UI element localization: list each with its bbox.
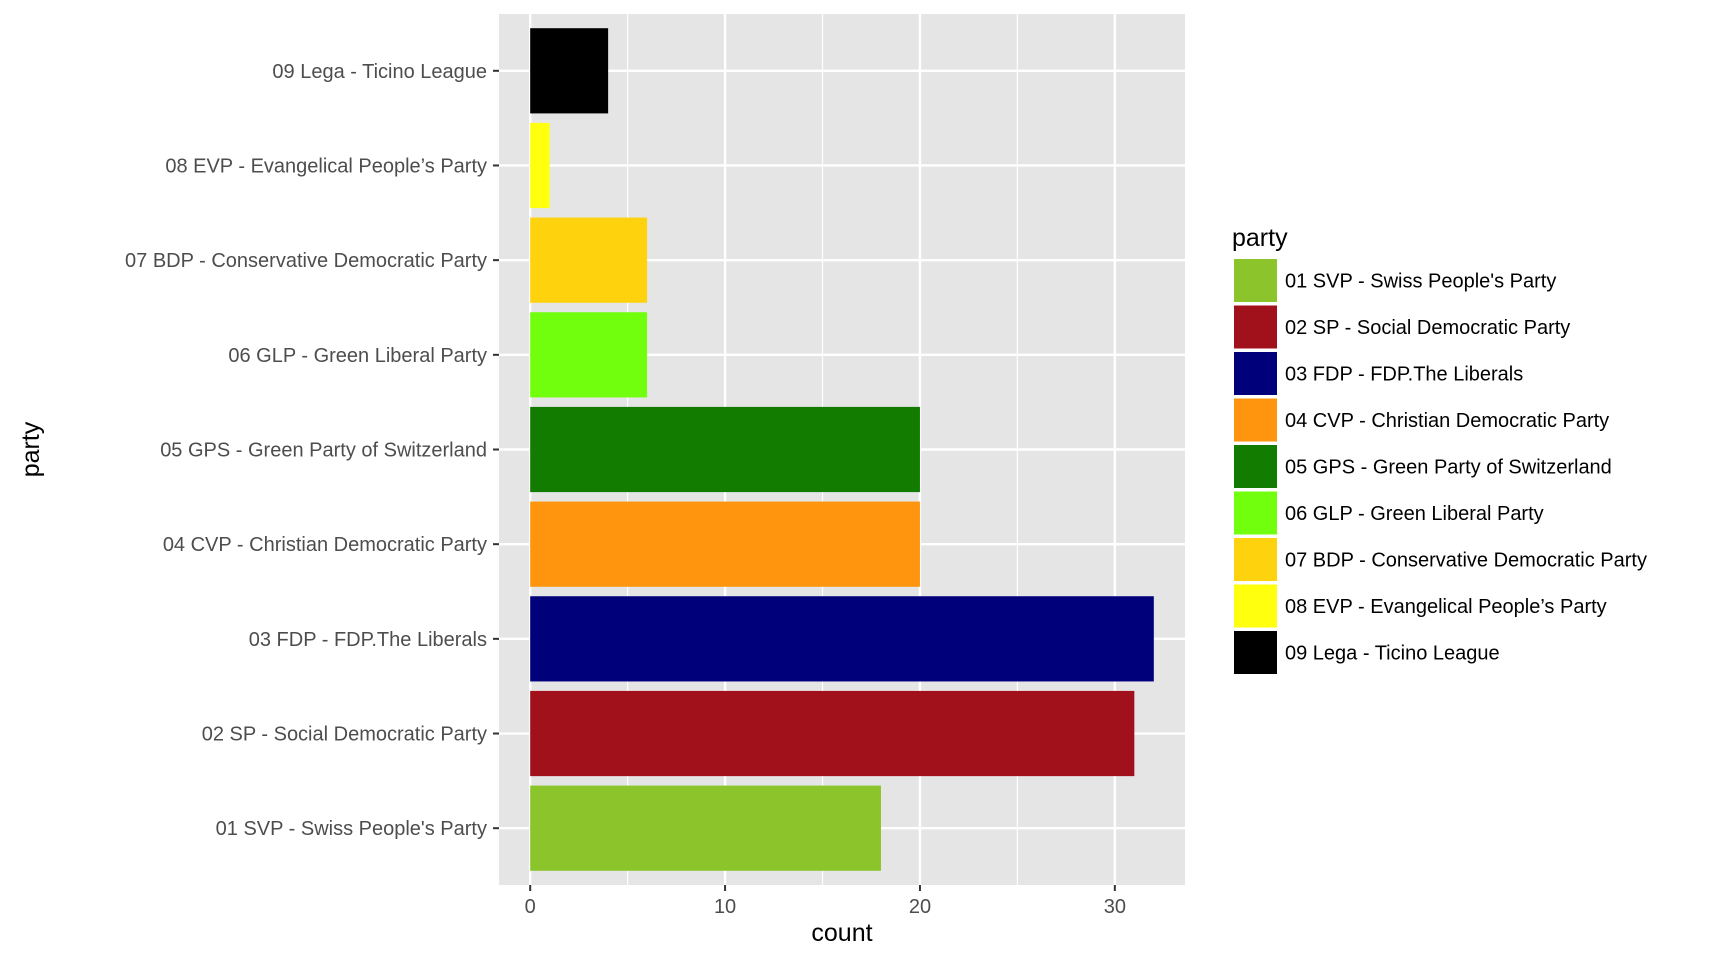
legend-key <box>1234 491 1277 535</box>
bar <box>530 217 648 303</box>
y-axis: 01 SVP - Swiss People's Party 02 SP - Soc… <box>125 61 499 840</box>
y-tick-label: 01 SVP - Swiss People's Party <box>216 818 487 840</box>
legend-label: 05 GPS - Green Party of Switzerland <box>1285 457 1612 479</box>
y-tick-label: 03 FDP - FDP.The Liberals <box>249 629 487 651</box>
legend-label: 03 FDP - FDP.The Liberals <box>1285 364 1523 386</box>
legend-items: 01 SVP - Swiss People's Party 02 SP - Soc… <box>1234 259 1647 674</box>
x-tick-label: 20 <box>909 896 931 918</box>
bar <box>530 312 648 398</box>
legend-key <box>1234 584 1277 628</box>
legend-key <box>1234 259 1277 302</box>
x-tick-label: 0 <box>525 896 536 918</box>
bar <box>530 596 1154 682</box>
legend-key <box>1234 445 1277 488</box>
y-tick-label: 02 SP - Social Democratic Party <box>202 724 487 746</box>
bar <box>530 690 1135 777</box>
legend-label: 09 Lega - Ticino League <box>1285 643 1500 665</box>
legend-key <box>1234 305 1277 349</box>
x-axis: 0 10 20 30 <box>525 885 1126 918</box>
y-tick-label: 07 BDP - Conservative Democratic Party <box>125 250 487 272</box>
legend-key <box>1234 538 1277 581</box>
y-tick-label: 05 GPS - Green Party of Switzerland <box>160 440 487 462</box>
x-tick-label: 10 <box>714 896 736 918</box>
bar <box>530 122 550 209</box>
legend-label: 04 CVP - Christian Democratic Party <box>1285 410 1609 432</box>
legend-label: 01 SVP - Swiss People's Party <box>1285 271 1556 293</box>
legend-key <box>1234 398 1277 442</box>
bar <box>530 785 881 871</box>
y-tick-label: 09 Lega - Ticino League <box>272 61 487 83</box>
bar <box>530 501 920 587</box>
bar <box>530 406 920 493</box>
legend-key <box>1234 352 1277 395</box>
x-axis-title: count <box>811 919 872 947</box>
y-axis-title: party <box>17 421 45 477</box>
legend: party 01 SVP - Swiss People's Party 02 SP… <box>1232 224 1647 674</box>
legend-label: 07 BDP - Conservative Democratic Party <box>1285 550 1647 572</box>
legend-key <box>1234 631 1277 674</box>
bar <box>530 28 609 114</box>
legend-label: 08 EVP - Evangelical People’s Party <box>1285 596 1607 618</box>
legend-label: 02 SP - Social Democratic Party <box>1285 317 1570 339</box>
legend-label: 06 GLP - Green Liberal Party <box>1285 503 1544 525</box>
bars <box>530 28 1154 871</box>
y-tick-label: 06 GLP - Green Liberal Party <box>228 345 487 367</box>
x-tick-label: 30 <box>1104 896 1126 918</box>
legend-title: party <box>1232 224 1288 252</box>
y-tick-label: 08 EVP - Evangelical People’s Party <box>165 155 487 177</box>
y-tick-label: 04 CVP - Christian Democratic Party <box>163 534 487 556</box>
